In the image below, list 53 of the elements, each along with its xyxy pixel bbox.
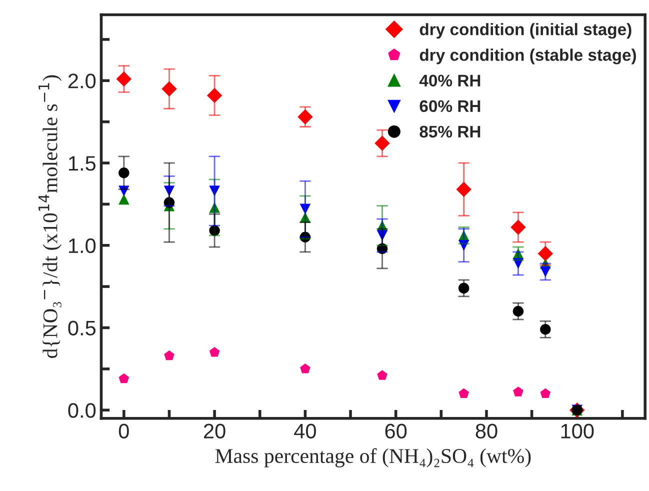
point bbox=[162, 81, 177, 96]
point bbox=[164, 197, 175, 208]
point bbox=[512, 306, 524, 317]
legend-label: 85% RH bbox=[420, 126, 480, 138]
point bbox=[118, 186, 130, 196]
point bbox=[510, 220, 526, 235]
y-tick-label: 0.5 bbox=[68, 320, 96, 336]
y-tick-label: 1.5 bbox=[69, 156, 96, 171]
point bbox=[164, 186, 175, 196]
point bbox=[118, 167, 130, 178]
point bbox=[164, 350, 174, 360]
point bbox=[209, 347, 220, 357]
point bbox=[376, 243, 388, 254]
point bbox=[377, 370, 388, 380]
point bbox=[300, 204, 311, 214]
point bbox=[376, 230, 388, 241]
point bbox=[206, 88, 222, 104]
legend-label: 40% RH bbox=[419, 74, 480, 87]
point bbox=[116, 71, 132, 87]
y-tick-label: 2.0 bbox=[68, 74, 96, 88]
y-tick-label: 1.0 bbox=[69, 238, 96, 254]
point bbox=[209, 202, 220, 213]
legend-label: dry condition (stable stage) bbox=[420, 48, 636, 64]
point bbox=[456, 182, 472, 197]
legend-label: dry condition (initial stage) bbox=[420, 23, 632, 39]
point bbox=[538, 246, 554, 262]
point bbox=[458, 240, 470, 251]
point bbox=[540, 324, 551, 335]
x-tick-label: 20 bbox=[204, 424, 226, 438]
point bbox=[513, 386, 524, 396]
x-axis-title: Mass percentage of (NH₄)₂SO₄ (wt%) bbox=[215, 448, 531, 468]
point bbox=[540, 266, 551, 278]
x-tick-label: 80 bbox=[476, 424, 498, 438]
x-tick-label: 0 bbox=[118, 424, 129, 438]
legend-label: 60% RH bbox=[420, 100, 480, 112]
x-tick-label: 60 bbox=[385, 424, 407, 438]
point bbox=[209, 225, 220, 236]
point bbox=[458, 282, 470, 294]
x-tick-label: 100 bbox=[561, 424, 594, 438]
point bbox=[209, 186, 220, 196]
point bbox=[118, 194, 130, 205]
y-axis-title: d{NO₃$^{−}$}/dt (x10$^{14}$molecule s$^{−1}$) bbox=[38, 75, 62, 358]
point bbox=[374, 136, 390, 151]
point bbox=[540, 388, 551, 398]
point bbox=[300, 212, 311, 223]
point bbox=[300, 232, 311, 243]
point bbox=[118, 373, 130, 384]
y-tick-label: 0.0 bbox=[68, 403, 96, 418]
x-tick-label: 40 bbox=[294, 424, 316, 438]
point bbox=[300, 364, 310, 374]
point bbox=[512, 258, 524, 269]
point bbox=[298, 109, 313, 124]
point bbox=[458, 388, 469, 398]
